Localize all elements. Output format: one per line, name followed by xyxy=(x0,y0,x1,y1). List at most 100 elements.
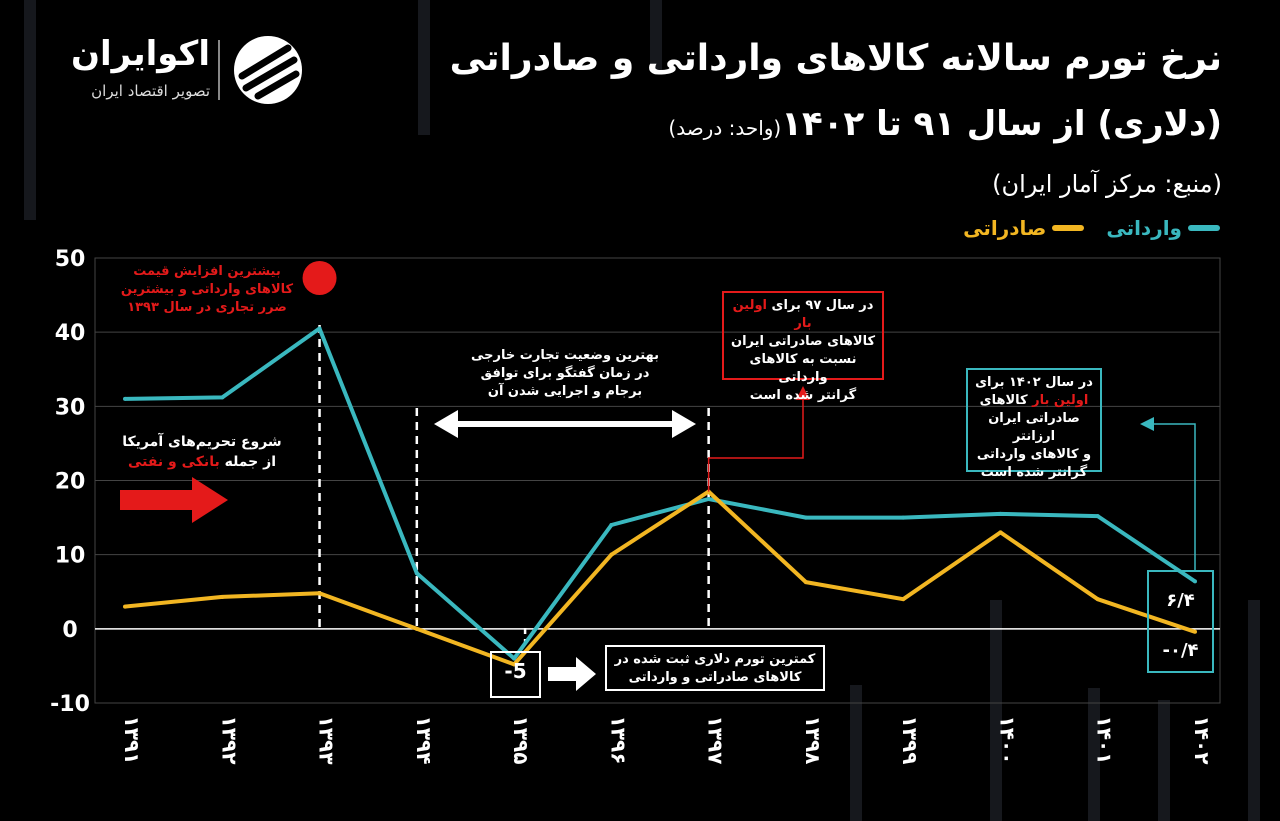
exports-point xyxy=(512,662,517,667)
x-tick-label: ۱۳۹۷ xyxy=(704,716,728,765)
lowest-arrow-icon xyxy=(548,657,596,691)
y1402-line5: گرانتر شده است xyxy=(980,465,1088,480)
y-tick-label: 30 xyxy=(55,395,86,420)
exports-point xyxy=(220,594,225,599)
chart-legend: وارداتی صادراتی xyxy=(963,216,1220,240)
y97-line3: نسبت به کالاهای وارداتی xyxy=(749,352,857,385)
lowest-value-box: -5 xyxy=(490,651,541,698)
imports-point xyxy=(998,511,1003,516)
sanctions-annotation: شروع تحریم‌های آمریکا از جمله بانکی و نف… xyxy=(112,432,292,472)
exports-point xyxy=(317,591,322,596)
imports-point xyxy=(803,515,808,520)
exports-point xyxy=(1193,629,1197,634)
y-tick-label: -10 xyxy=(50,692,90,717)
chart-title: نرخ تورم سالانه کالاهای وارداتی و صادرات… xyxy=(449,38,1222,79)
peak-annotation-line3: ضرر تجاری در سال ۱۳۹۳ xyxy=(127,300,287,315)
exports-point xyxy=(901,597,906,602)
source-label: (منبع: مرکز آمار ایران) xyxy=(992,170,1222,198)
exports-point xyxy=(803,580,808,585)
x-tick-label: ۱۳۹۳ xyxy=(315,716,339,765)
y-tick-label: 10 xyxy=(55,544,86,569)
jcpoa-line3: برجام و اجرایی شدن آن xyxy=(487,384,643,399)
legend-swatch-imports xyxy=(1188,225,1220,231)
sanctions-highlight: بانکی و نفتی xyxy=(127,454,220,470)
background-bar xyxy=(1158,700,1170,821)
jcpoa-line2: در زمان گفتگو برای توافق xyxy=(480,366,650,381)
sanctions-arrow-icon xyxy=(120,477,228,523)
y1402-line4: و کالاهای وارداتی xyxy=(976,447,1092,462)
imports-point xyxy=(1193,579,1197,584)
exports-point xyxy=(123,604,127,609)
exports-series-line xyxy=(124,489,1196,667)
x-tick-label: ۱۳۹۱ xyxy=(120,716,144,765)
legend-item-exports: صادراتی xyxy=(963,216,1085,240)
sanctions-line2-prefix: از جمله xyxy=(219,454,277,470)
subtitle-text: (دلاری) از سال ۹۱ تا ۱۴۰۲ xyxy=(781,104,1222,144)
brand-logo: اکوایران تصویر اقتصاد ایران xyxy=(50,34,320,109)
imports-point xyxy=(1095,514,1100,519)
lowest-line2: کالاهای صادراتی و وارداتی xyxy=(628,670,802,685)
y-tick-label: 20 xyxy=(55,470,86,495)
y97-line1: در سال ۹۷ برای اولین بار xyxy=(730,297,876,333)
double-arrow-left-head xyxy=(434,410,458,438)
end-value-imports: ۶/۴ xyxy=(1166,590,1195,611)
unit-label: (واحد: درصد) xyxy=(668,116,782,140)
background-bar xyxy=(24,0,36,220)
imports-point xyxy=(706,497,711,502)
x-tick-label: ۱۳۹۲ xyxy=(217,716,241,765)
peak-annotation-line2: کالاهای وارداتی و بیشترین xyxy=(120,282,294,297)
y1402-line3: صادراتی ایران ارزانتر xyxy=(988,411,1080,444)
imports-point xyxy=(609,523,614,527)
legend-item-imports: وارداتی xyxy=(1106,216,1220,240)
y97-connector-arrowhead xyxy=(796,386,810,400)
brand-name: اکوایران xyxy=(71,34,210,74)
background-bar xyxy=(990,600,1002,821)
x-tick-label: ۱۳۹۴ xyxy=(412,716,436,765)
x-tick-label: ۱۳۹۹ xyxy=(898,716,922,765)
end-value-exports: -۰/۴ xyxy=(1162,640,1199,661)
peak-marker-dot xyxy=(302,261,337,295)
jcpoa-annotation: بهترین وضعیت تجارت خارجی در زمان گفتگو ب… xyxy=(450,347,680,401)
y97-line4: گرانتر شده است xyxy=(749,388,857,403)
double-arrow-right-head xyxy=(672,410,696,438)
chart-subtitle: (دلاری) از سال ۹۱ تا ۱۴۰۲(واحد: درصد) xyxy=(668,104,1222,144)
legend-label-exports: صادراتی xyxy=(963,216,1047,240)
y1402-line1: در سال ۱۴۰۲ برای xyxy=(975,375,1093,390)
legend-label-imports: وارداتی xyxy=(1106,216,1182,240)
y1402-highlight: اولین بار xyxy=(1032,393,1089,408)
y1402-connector-line xyxy=(1152,423,1196,570)
y1402-line2: اولین بار کالاهای xyxy=(974,392,1094,410)
y-tick-label: 50 xyxy=(55,247,86,272)
exports-point xyxy=(414,626,419,631)
lowest-callout: کمترین تورم دلاری ثبت شده در کالاهای صاد… xyxy=(605,645,825,691)
x-tick-label: ۱۴۰۲ xyxy=(1190,716,1214,765)
brand-mark-icon xyxy=(234,36,302,104)
x-tick-label: ۱۳۹۶ xyxy=(606,716,630,765)
y-tick-label: 0 xyxy=(62,618,77,643)
exports-point xyxy=(1095,597,1100,602)
exports-point xyxy=(998,530,1003,535)
y97-connector-line xyxy=(707,398,804,492)
background-bar xyxy=(418,0,430,135)
y1402-connector-arrowhead xyxy=(1140,417,1154,431)
legend-swatch-exports xyxy=(1052,225,1085,231)
x-tick-label: ۱۴۰۱ xyxy=(1093,716,1117,765)
x-tick-label: ۱۳۹۸ xyxy=(801,716,825,765)
background-bar xyxy=(650,0,662,70)
imports-point xyxy=(414,571,419,576)
x-tick-label: ۱۳۹۵ xyxy=(509,716,533,765)
imports-point xyxy=(901,515,906,520)
exports-point xyxy=(609,552,614,557)
peak-annotation: بیشترین افزایش قیمت کالاهای وارداتی و بی… xyxy=(112,263,302,317)
y1402-line2-suffix: کالاهای xyxy=(979,393,1033,408)
jcpoa-line1: بهترین وضعیت تجارت خارجی xyxy=(471,348,659,363)
y1402-callout: در سال ۱۴۰۲ برای اولین بار کالاهای صادرا… xyxy=(966,368,1102,480)
y97-callout: در سال ۹۷ برای اولین بار کالاهای صادراتی… xyxy=(722,291,884,403)
imports-series-line xyxy=(124,326,1197,661)
background-bar xyxy=(1088,688,1100,821)
y97-highlight: اولین بار xyxy=(732,298,812,331)
background-bar xyxy=(850,685,862,821)
y97-line1-prefix: در سال ۹۷ برای xyxy=(767,298,874,313)
end-values-box: ۶/۴ -۰/۴ xyxy=(1147,570,1214,673)
